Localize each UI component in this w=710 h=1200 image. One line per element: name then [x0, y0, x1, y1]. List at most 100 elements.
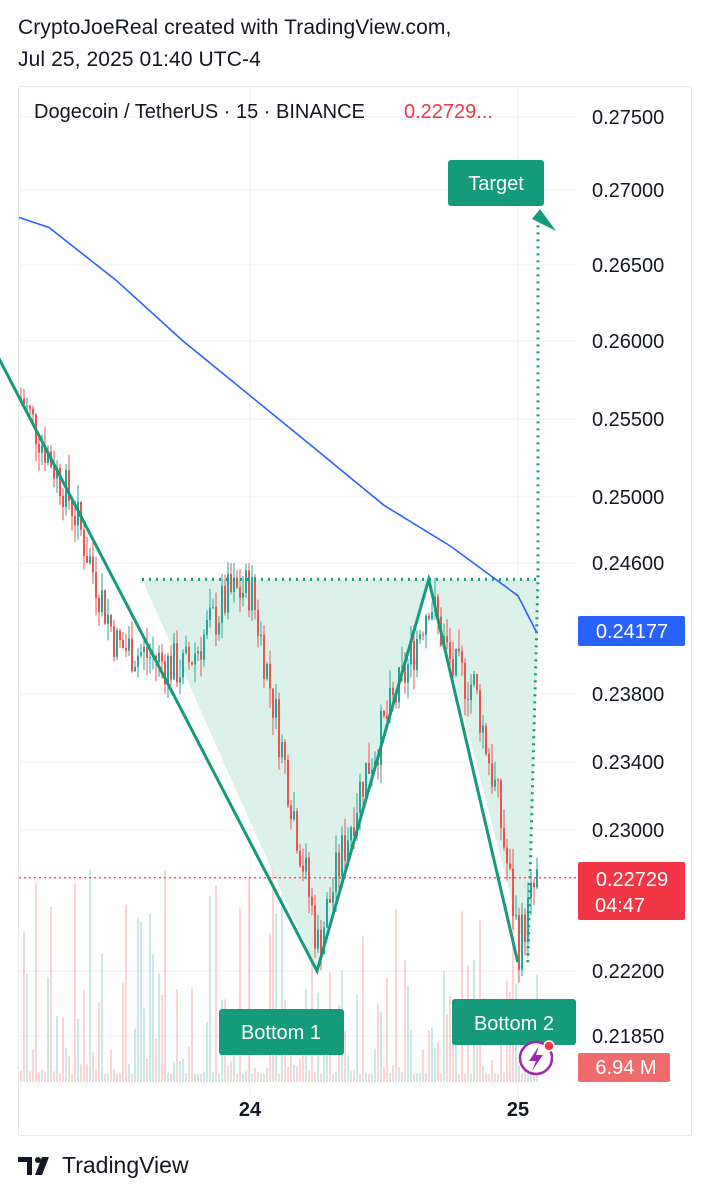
candle-body [506, 847, 508, 864]
volume-bar [59, 1073, 61, 1082]
volume-bar [518, 1065, 520, 1082]
candle-body [197, 651, 199, 654]
candle-body [140, 652, 142, 656]
volume-bar [77, 1018, 79, 1082]
volume-bar [314, 1071, 316, 1082]
volume-bar [101, 953, 103, 1082]
candle-body [212, 606, 214, 608]
candle-body [215, 606, 217, 635]
volume-bar [197, 1073, 199, 1082]
volume-bar [425, 1072, 427, 1082]
candle-body [227, 574, 229, 613]
volume-bar [155, 1038, 157, 1082]
candle-body [191, 661, 193, 665]
volume-bar [419, 1073, 421, 1082]
volume-bar [74, 883, 76, 1082]
volume-bar [122, 983, 124, 1082]
candle-body [389, 687, 391, 719]
candle-body [407, 664, 409, 683]
volume-bar [167, 1072, 169, 1082]
candle-body [176, 643, 178, 683]
volume-bar [191, 988, 193, 1082]
x-tick-label: 24 [239, 1099, 262, 1121]
volume-bar [254, 1067, 256, 1082]
candle-body [59, 467, 61, 496]
candle-body [452, 659, 454, 676]
volume-bar [161, 995, 163, 1082]
volume-bar [434, 1047, 436, 1082]
volume-bar [398, 1067, 400, 1082]
volume-bar [179, 1061, 181, 1082]
candle-body [305, 857, 307, 872]
volume-bar [365, 1072, 367, 1082]
candle-body [365, 762, 367, 797]
volume-bar [212, 1072, 214, 1082]
candle-body [323, 927, 325, 955]
volume-bar [392, 1065, 394, 1082]
candle-body [224, 586, 226, 613]
ma-price-label-text: 0.24177 [596, 621, 668, 643]
volume-bar [449, 995, 451, 1082]
y-tick-label: 0.27000 [592, 180, 664, 202]
volume-bar [410, 1029, 412, 1082]
candle-body [296, 811, 298, 851]
volume-bar [389, 1072, 391, 1082]
candle-body [350, 827, 352, 841]
y-tick-label: 0.26500 [592, 255, 664, 277]
candle-body [206, 620, 208, 635]
candle-body [128, 638, 130, 651]
volume-bar [188, 1046, 190, 1082]
candle-body [410, 640, 412, 665]
candle-body [71, 500, 73, 517]
candle-body [518, 915, 520, 970]
volume-bar [44, 1071, 46, 1082]
volume-bar [401, 1072, 403, 1082]
volume-bar [185, 1073, 187, 1082]
volume-bar [368, 1073, 370, 1082]
volume-bar [38, 1072, 40, 1082]
candle-body [281, 742, 283, 758]
candle-body [479, 690, 481, 733]
volume-bar [476, 1023, 478, 1082]
volume-bar [26, 973, 28, 1082]
candle-body [494, 779, 496, 787]
candle-body [275, 698, 277, 718]
candle-body [122, 639, 124, 649]
candle-body [467, 698, 469, 701]
candle-body [536, 869, 538, 888]
candle-body [170, 655, 172, 680]
candle-body [416, 639, 418, 670]
candle-body [353, 827, 355, 836]
volume-bar [275, 913, 277, 1082]
volume-bar [386, 977, 388, 1082]
candle-body [332, 892, 334, 903]
volume-bar [308, 1070, 310, 1082]
bottom1-label-text: Bottom 1 [241, 1022, 321, 1044]
volume-bar [158, 973, 160, 1082]
candle-body [413, 640, 415, 670]
volume-bar [287, 1066, 289, 1082]
volume-bar [332, 1073, 334, 1082]
candle-body [293, 811, 295, 820]
volume-bar [443, 970, 445, 1082]
candle-body [98, 597, 100, 613]
candle-body [272, 688, 274, 718]
volume-bar [323, 1054, 325, 1082]
lightning-bolt-icon[interactable] [518, 1040, 555, 1076]
volume-bar [173, 1061, 175, 1082]
volume-bar [32, 1049, 34, 1082]
target-label: Target [448, 160, 544, 206]
candle-body [422, 634, 424, 636]
volume-bar [359, 1073, 361, 1082]
candle-body [497, 779, 499, 781]
candle-body [311, 896, 313, 906]
candle-body [92, 556, 94, 573]
candle-body [461, 651, 463, 663]
candle-body [83, 529, 85, 556]
volume-bar [482, 1064, 484, 1082]
volume-bar [110, 1049, 112, 1082]
y-tick-label: 0.25500 [592, 409, 664, 431]
candle-body [302, 865, 304, 872]
candle-body [143, 646, 145, 653]
